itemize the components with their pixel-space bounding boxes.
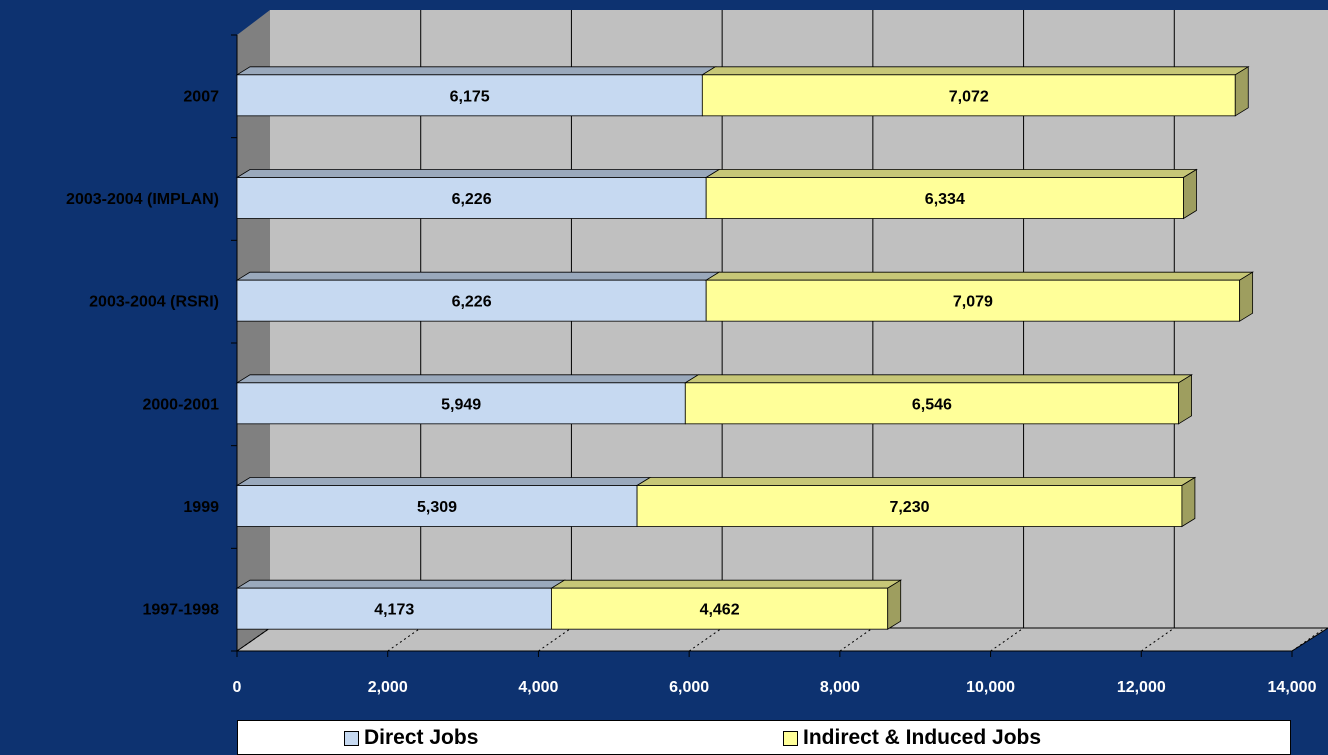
bar-segment [236, 485, 638, 527]
bar-data-label: 7,079 [953, 294, 993, 311]
floor-tick [1140, 627, 1175, 652]
bar-data-label: 6,546 [912, 396, 952, 413]
legend-label-direct-jobs: Direct Jobs [364, 726, 479, 749]
bar-data-label: 6,226 [452, 191, 492, 208]
floor-tick [839, 627, 874, 652]
x-tick-label: 0 [233, 679, 242, 696]
floor-tick [236, 627, 271, 652]
legend: Direct Jobs Indirect & Induced Jobs [237, 720, 1291, 755]
x-tick-label: 2,000 [368, 679, 408, 696]
bar-end-face [887, 579, 902, 630]
bar-top-face [700, 66, 1250, 76]
category-label: 1997-1998 [142, 602, 219, 619]
bar-top-face [635, 477, 1197, 486]
legend-swatch-direct-jobs [344, 730, 359, 746]
bar-top-face [235, 66, 717, 76]
bar-segment [236, 382, 686, 425]
bar-segment [705, 177, 1184, 219]
bar-end-face [1178, 374, 1192, 425]
bar-top-face [235, 477, 652, 486]
floor-tick [387, 627, 422, 652]
bar-segment [236, 587, 552, 630]
bar-top-face [704, 271, 1255, 281]
x-tick-labels: 0 2,000 4,000 6,000 8,000 10,000 12,000 14,000 [233, 679, 1317, 696]
legend-item-direct-jobs: Direct Jobs [344, 726, 478, 750]
bar-top-face [235, 271, 721, 281]
bar-segment [636, 485, 1183, 527]
floor-tick [1291, 627, 1326, 652]
plot-floor [235, 627, 1328, 652]
bar-end-face [1239, 271, 1254, 322]
x-tick-label: 12,000 [1117, 679, 1166, 696]
bar-segment [236, 177, 707, 219]
legend-swatch-indirect-induced-jobs [783, 730, 798, 746]
floor-tick [990, 627, 1024, 652]
bar-top-face [683, 374, 1194, 384]
legend-item-indirect-induced-jobs: Indirect & Induced Jobs [783, 726, 1041, 750]
category-labels: 2007 2003-2004 (IMPLAN) 2003-2004 (RSRI) 20… [66, 88, 219, 618]
bar-top-face [235, 374, 700, 384]
bar-data-label: 6,334 [925, 191, 965, 208]
x-tick-label: 6,000 [669, 679, 709, 696]
floor-tick-marks [236, 627, 1326, 657]
bar-top-face [235, 169, 721, 178]
category-label: 2003-2004 (RSRI) [89, 294, 219, 311]
bar-top-face [704, 169, 1198, 178]
bar-end-face [1181, 476, 1196, 528]
category-label: 1999 [183, 499, 219, 516]
bar-data-label: 5,309 [417, 499, 457, 516]
category-label: 2000-2001 [142, 396, 219, 413]
bar-data-label: 7,072 [949, 88, 989, 105]
category-label: 2003-2004 (IMPLAN) [66, 191, 219, 208]
bar-data-label: 5,949 [441, 396, 481, 413]
x-tick-label: 8,000 [820, 679, 860, 696]
x-tick-label: 10,000 [966, 679, 1015, 696]
floor-tick [538, 627, 572, 652]
floor-tick [688, 627, 723, 652]
bar-data-label: 7,230 [889, 499, 929, 516]
legend-label-indirect-induced-jobs: Indirect & Induced Jobs [803, 726, 1042, 749]
category-label: 2007 [183, 88, 219, 105]
bar-top-face [235, 579, 566, 589]
x-tick-label: 4,000 [518, 679, 558, 696]
bar-end-face [1183, 168, 1197, 220]
bar-top-face [550, 579, 903, 589]
y-tick-marks [231, 34, 237, 652]
bar-segment [705, 279, 1241, 322]
bar-data-label: 4,462 [700, 602, 740, 619]
bar-data-labels: 6,175 7,072 6,226 6,334 6,226 7,079 5,949 6,546… [374, 88, 993, 618]
bar-segment [236, 279, 707, 322]
bar-segment [551, 587, 889, 630]
bars [235, 66, 1255, 630]
bar-data-label: 4,173 [374, 602, 414, 619]
bar-data-label: 6,226 [452, 294, 492, 311]
bar-data-label: 6,175 [450, 88, 490, 105]
x-tick-label: 14,000 [1268, 679, 1317, 696]
bar-end-face [1234, 66, 1249, 117]
